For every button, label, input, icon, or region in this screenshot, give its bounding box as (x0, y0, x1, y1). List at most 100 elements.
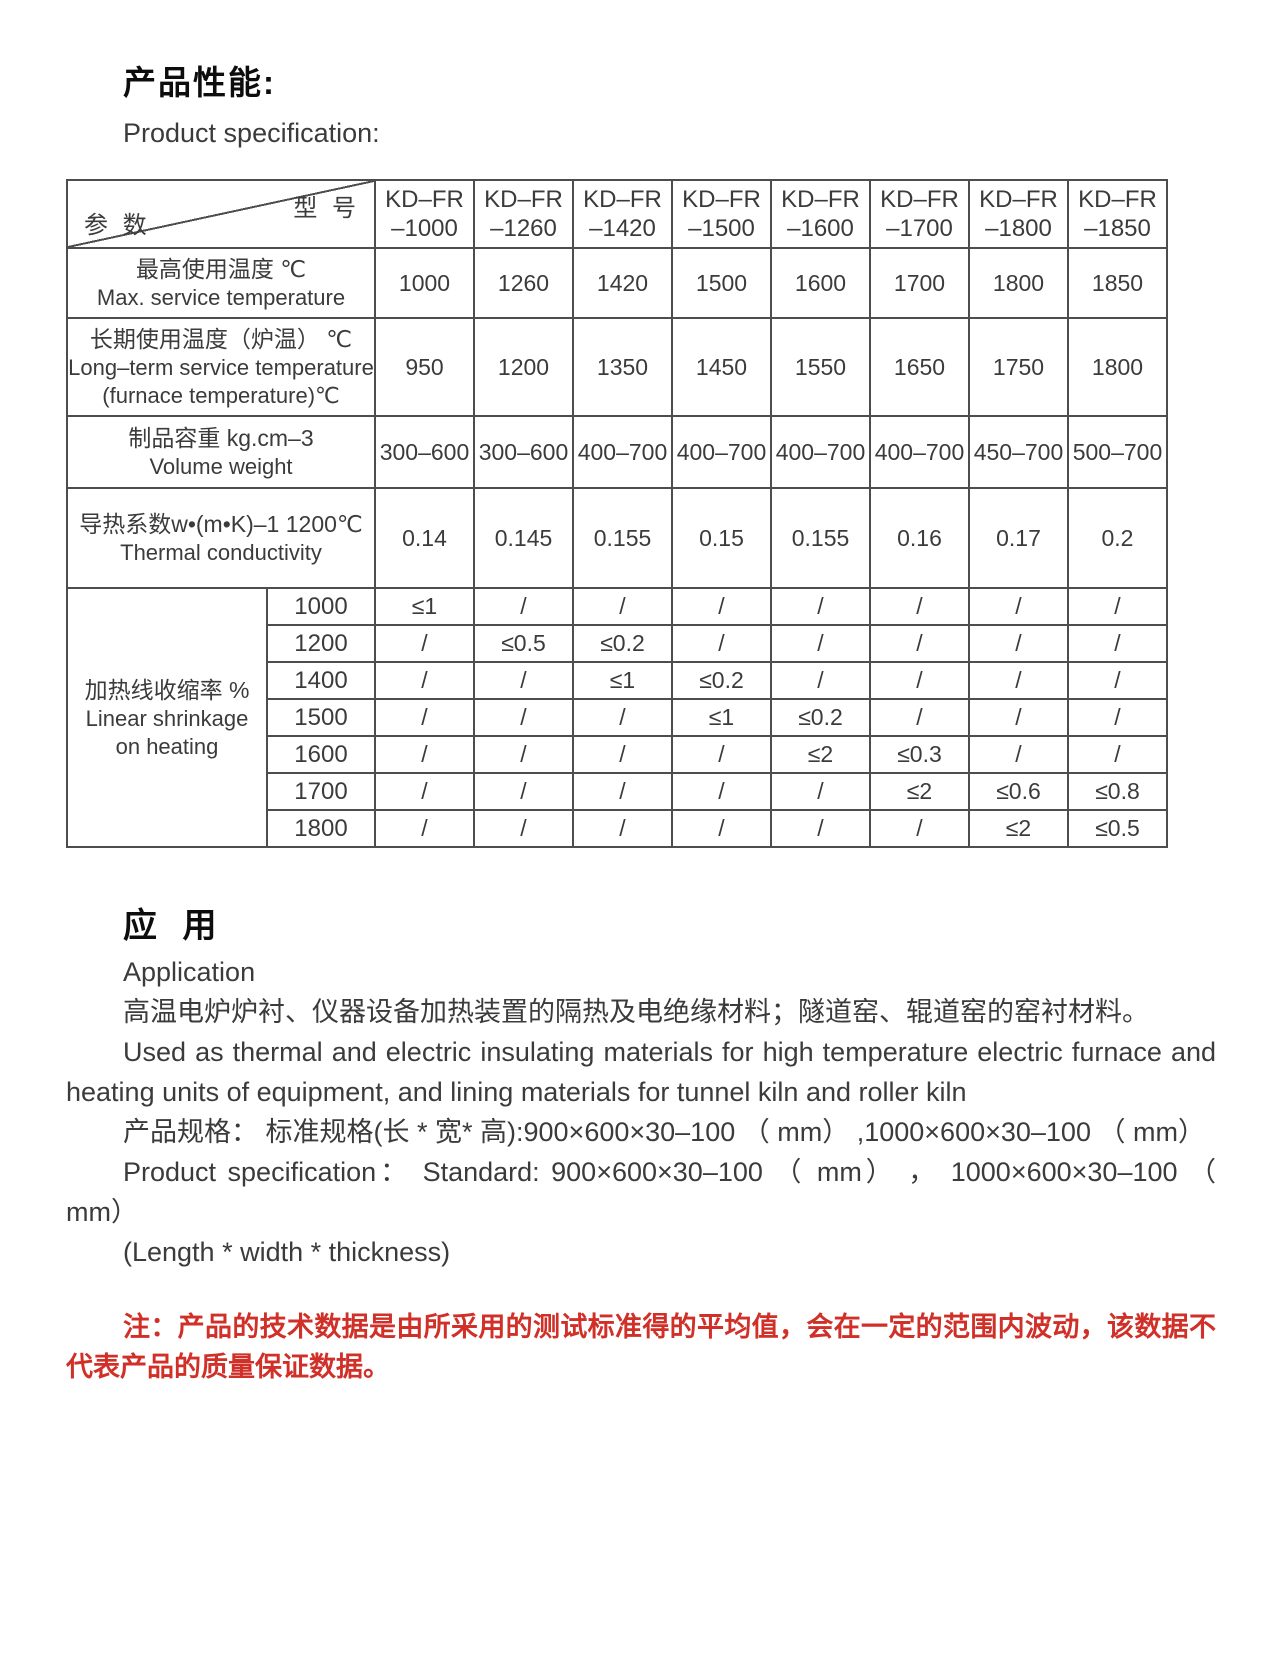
document-page: 产品性能: Product specification: 型 号 参 数 KD–… (0, 56, 1283, 1656)
shrinkage-value: / (770, 587, 871, 626)
shrinkage-value: ≤0.6 (968, 772, 1069, 811)
model-header: KD–FR –1420 (572, 179, 673, 249)
param-value: 400–700 (671, 415, 772, 489)
param-value: 1700 (869, 247, 970, 319)
shrinkage-value: / (572, 809, 673, 848)
shrinkage-value: / (374, 624, 475, 663)
param-value: 1260 (473, 247, 574, 319)
shrinkage-temp: 1200 (266, 624, 376, 663)
page-title: 产品性能: (123, 64, 276, 101)
param-value: 400–700 (869, 415, 970, 489)
shrinkage-value: ≤2 (869, 772, 970, 811)
model-header: KD–FR –1700 (869, 179, 970, 249)
param-value: 1550 (770, 317, 871, 417)
model-header: KD–FR –1000 (374, 179, 475, 249)
shrinkage-value: ≤1 (671, 698, 772, 737)
shrinkage-value: / (374, 698, 475, 737)
shrinkage-value: ≤0.2 (770, 698, 871, 737)
param-value: 1600 (770, 247, 871, 319)
param-value: 0.145 (473, 487, 574, 589)
shrinkage-label: 加热线收缩率 % Linear shrinkage on heating (66, 587, 268, 848)
param-value: 0.155 (572, 487, 673, 589)
shrinkage-value: ≤0.5 (473, 624, 574, 663)
application-paragraph-en: Used as thermal and electric insulating … (66, 1037, 1216, 1107)
dimensions-note: (Length * width * thickness) (123, 1237, 451, 1267)
product-spec-en: Product specification： Standard: 900×600… (66, 1157, 1216, 1227)
shrinkage-value: / (671, 809, 772, 848)
shrinkage-value: / (968, 661, 1069, 700)
param-row: 长期使用温度（炉温） ℃ Long–term service temperatur… (66, 317, 1168, 417)
corner-model-label: 型 号 (293, 195, 360, 222)
param-value: 400–700 (770, 415, 871, 489)
param-value: 1450 (671, 317, 772, 417)
shrinkage-temp: 1400 (266, 661, 376, 700)
param-row: 制品容重 kg.cm–3 Volume weight 300–600 300–600 4… (66, 415, 1168, 489)
shrinkage-value: / (374, 772, 475, 811)
shrinkage-value: / (374, 735, 475, 774)
table-header-row: 型 号 参 数 KD–FR –1000 KD–FR –1260 KD–FR –1420 KD… (66, 179, 1168, 249)
shrinkage-value: / (1067, 624, 1168, 663)
param-value: 400–700 (572, 415, 673, 489)
shrinkage-value: ≤0.3 (869, 735, 970, 774)
shrinkage-value: / (770, 809, 871, 848)
shrinkage-value: / (671, 735, 772, 774)
shrinkage-row: 1400// ≤1 ≤0.2// / / (67, 661, 1168, 700)
shrinkage-value: / (869, 587, 970, 626)
shrinkage-value: / (770, 661, 871, 700)
shrinkage-temp: 1800 (266, 809, 376, 848)
param-value: 0.16 (869, 487, 970, 589)
param-value: 1800 (1067, 317, 1168, 417)
shrinkage-row: 1800// / / / / ≤2 ≤0.5 (67, 809, 1168, 848)
shrinkage-value: ≤0.2 (572, 624, 673, 663)
shrinkage-temp: 1600 (266, 735, 376, 774)
param-value: 0.14 (374, 487, 475, 589)
corner-param-label: 参 数 (84, 212, 151, 239)
param-value: 500–700 (1067, 415, 1168, 489)
shrinkage-value: / (473, 772, 574, 811)
shrinkage-value: / (869, 809, 970, 848)
param-value: 1000 (374, 247, 475, 319)
param-value: 1200 (473, 317, 574, 417)
shrinkage-temp: 1700 (266, 772, 376, 811)
param-row: 最高使用温度 ℃ Max. service temperature 1000 1260… (66, 247, 1168, 319)
shrinkage-temp: 1500 (266, 698, 376, 737)
shrinkage-row: 1200/≤0.5 ≤0.2// / / / (67, 624, 1168, 663)
param-value: 1500 (671, 247, 772, 319)
param-value: 0.155 (770, 487, 871, 589)
shrinkage-value: / (968, 624, 1069, 663)
param-value: 1650 (869, 317, 970, 417)
shrinkage-value: / (869, 624, 970, 663)
shrinkage-value: / (968, 587, 1069, 626)
shrinkage-value: / (374, 809, 475, 848)
param-value: 0.2 (1067, 487, 1168, 589)
shrinkage-row: 1600// / / ≤2 ≤0.3// (67, 735, 1168, 774)
shrinkage-row: 1700// / / / ≤2 ≤0.6 ≤0.8 (67, 772, 1168, 811)
shrinkage-value: / (671, 772, 772, 811)
shrinkage-temp: 1000 (266, 587, 376, 626)
shrinkage-value: ≤2 (770, 735, 871, 774)
disclaimer-note: 注：产品的技术数据是由所采用的测试标准得的平均值，会在一定的范围内波动，该数据不… (66, 1312, 1216, 1382)
shrinkage-value: ≤0.8 (1067, 772, 1168, 811)
shrinkage-value: ≤1 (374, 587, 475, 626)
shrinkage-value: / (473, 698, 574, 737)
param-row: 导热系数w•(m•K)–1 1200℃ Thermal conductivity 0… (66, 487, 1168, 589)
param-label: 长期使用温度（炉温） ℃ Long–term service temperatur… (66, 317, 376, 417)
shrinkage-value: ≤0.2 (671, 661, 772, 700)
shrinkage-value: / (473, 661, 574, 700)
param-value: 950 (374, 317, 475, 417)
model-header: KD–FR –1500 (671, 179, 772, 249)
shrinkage-row: 加热线收缩率 % Linear shrinkage on heating 1000 ≤1… (66, 587, 1168, 848)
shrinkage-value: / (572, 587, 673, 626)
application-section: 应 用 Application 高温电炉炉衬、仪器设备加热装置的隔热及电绝缘材料… (66, 904, 1216, 1387)
param-value: 1350 (572, 317, 673, 417)
shrinkage-value: / (1067, 735, 1168, 774)
shrinkage-value: / (572, 735, 673, 774)
shrinkage-value: / (473, 735, 574, 774)
param-value: 0.17 (968, 487, 1069, 589)
param-label: 制品容重 kg.cm–3 Volume weight (66, 415, 376, 489)
shrinkage-value: / (572, 772, 673, 811)
param-value: 450–700 (968, 415, 1069, 489)
model-header: KD–FR –1260 (473, 179, 574, 249)
model-header: KD–FR –1800 (968, 179, 1069, 249)
shrinkage-value: / (1067, 661, 1168, 700)
